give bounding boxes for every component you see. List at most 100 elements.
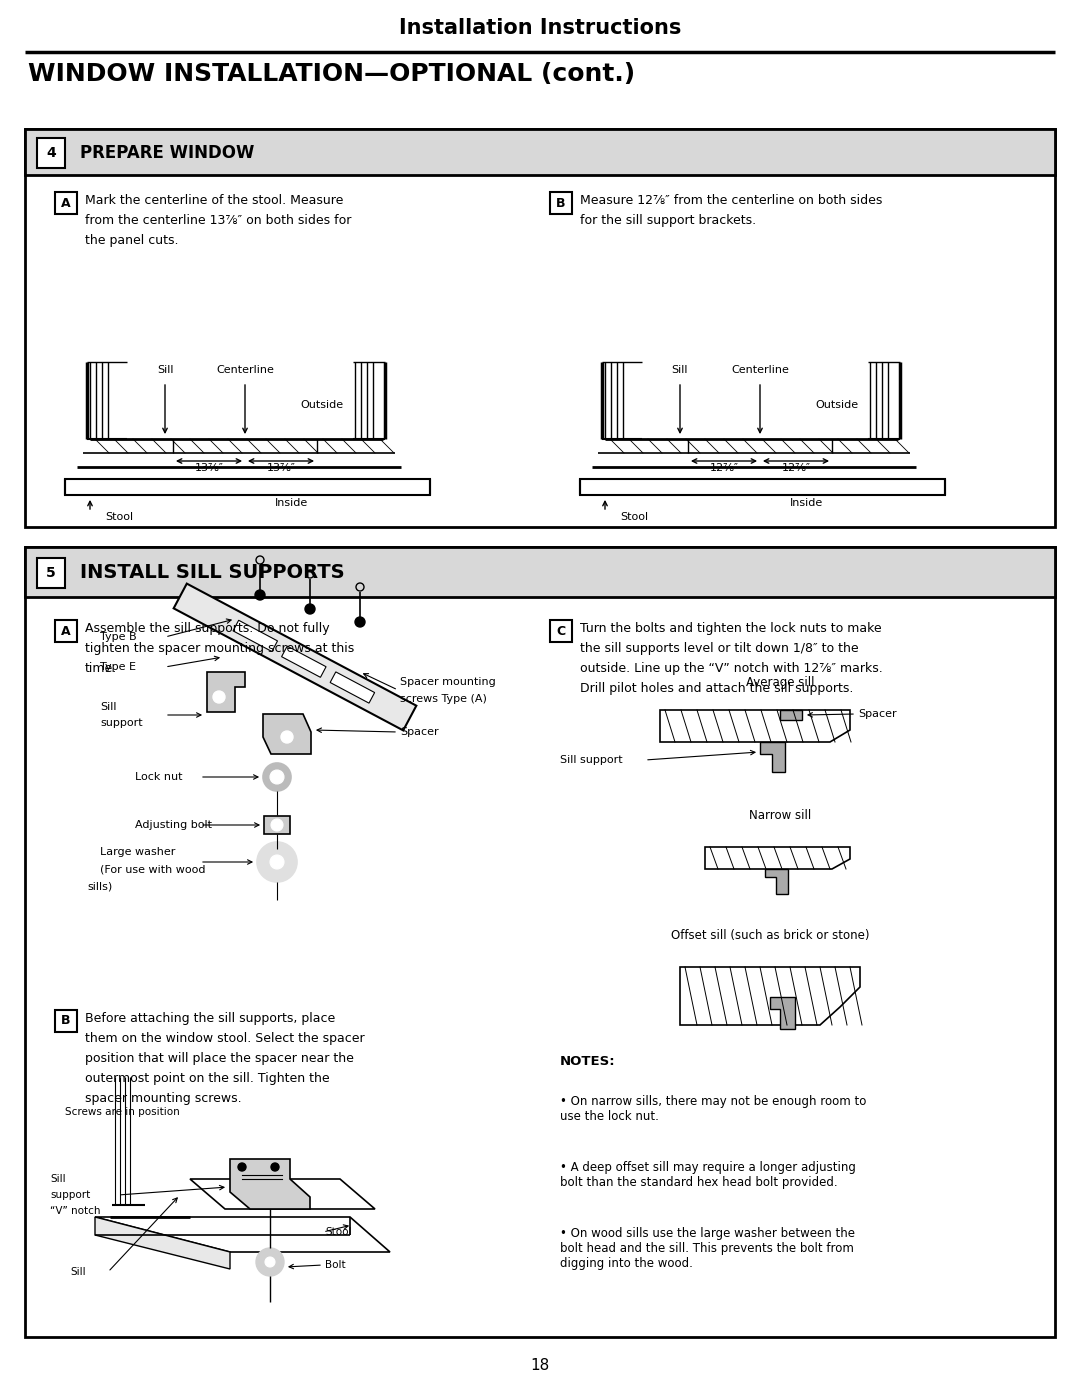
Text: C: C bbox=[556, 624, 566, 637]
Circle shape bbox=[270, 855, 284, 869]
Text: Measure 12⅞″ from the centerline on both sides: Measure 12⅞″ from the centerline on both… bbox=[580, 194, 882, 207]
Text: Outside: Outside bbox=[300, 400, 343, 409]
Text: 4: 4 bbox=[46, 147, 56, 161]
Bar bbox=[264, 816, 291, 834]
Text: 18: 18 bbox=[530, 1358, 550, 1372]
Circle shape bbox=[238, 1162, 246, 1171]
Text: Average sill: Average sill bbox=[746, 676, 814, 689]
Polygon shape bbox=[282, 645, 326, 678]
Text: Turn the bolts and tighten the lock nuts to make: Turn the bolts and tighten the lock nuts… bbox=[580, 622, 881, 636]
Text: from the centerline 13⅞″ on both sides for: from the centerline 13⅞″ on both sides f… bbox=[85, 214, 351, 226]
Text: 13⅞″: 13⅞″ bbox=[194, 462, 224, 474]
Text: • On wood sills use the large washer between the
bolt head and the sill. This pr: • On wood sills use the large washer bet… bbox=[561, 1227, 855, 1270]
Text: Offset sill (such as brick or stone): Offset sill (such as brick or stone) bbox=[671, 929, 869, 942]
Bar bbox=[55, 191, 77, 214]
Text: A: A bbox=[62, 197, 71, 210]
Circle shape bbox=[265, 1257, 275, 1267]
Text: Inside: Inside bbox=[789, 497, 823, 509]
Text: NOTES:: NOTES: bbox=[561, 1055, 616, 1067]
Bar bbox=[25, 129, 1055, 175]
Text: 12⅞″: 12⅞″ bbox=[782, 462, 810, 474]
Text: PREPARE WINDOW: PREPARE WINDOW bbox=[80, 144, 255, 162]
Circle shape bbox=[270, 770, 284, 784]
Bar bbox=[25, 548, 1055, 1337]
Text: Large washer: Large washer bbox=[100, 847, 175, 856]
Text: B: B bbox=[62, 1014, 71, 1028]
Text: Inside: Inside bbox=[275, 497, 308, 509]
Text: spacer mounting screws.: spacer mounting screws. bbox=[85, 1092, 242, 1105]
Text: Stool: Stool bbox=[620, 511, 648, 522]
Bar bbox=[550, 620, 572, 643]
Text: position that will place the spacer near the: position that will place the spacer near… bbox=[85, 1052, 354, 1065]
Circle shape bbox=[264, 763, 291, 791]
Text: A: A bbox=[62, 624, 71, 637]
Text: Sill: Sill bbox=[50, 1173, 66, 1185]
Bar bbox=[37, 557, 65, 588]
Bar bbox=[25, 548, 1055, 597]
Bar bbox=[25, 129, 1055, 527]
Polygon shape bbox=[95, 1217, 230, 1268]
Text: Installation Instructions: Installation Instructions bbox=[399, 18, 681, 38]
Text: screws Type (A): screws Type (A) bbox=[400, 694, 487, 704]
Text: for the sill support brackets.: for the sill support brackets. bbox=[580, 214, 756, 226]
Polygon shape bbox=[680, 967, 860, 1025]
Text: Stool: Stool bbox=[325, 1227, 351, 1236]
Polygon shape bbox=[174, 584, 417, 731]
Text: sills): sills) bbox=[87, 882, 112, 891]
Text: Drill pilot holes and attach the sill supports.: Drill pilot holes and attach the sill su… bbox=[580, 682, 853, 694]
Text: WINDOW INSTALLATION—OPTIONAL (cont.): WINDOW INSTALLATION—OPTIONAL (cont.) bbox=[28, 61, 635, 87]
Text: (For use with wood: (For use with wood bbox=[100, 863, 205, 875]
Circle shape bbox=[257, 842, 297, 882]
Text: Sill: Sill bbox=[100, 703, 117, 712]
Text: time.: time. bbox=[85, 662, 118, 675]
Text: Centerline: Centerline bbox=[216, 365, 274, 374]
Polygon shape bbox=[780, 710, 802, 719]
Text: tighten the spacer mounting screws at this: tighten the spacer mounting screws at th… bbox=[85, 643, 354, 655]
Circle shape bbox=[355, 617, 365, 627]
Circle shape bbox=[255, 590, 265, 599]
Text: outermost point on the sill. Tighten the: outermost point on the sill. Tighten the bbox=[85, 1071, 329, 1085]
Text: Spacer mounting: Spacer mounting bbox=[400, 678, 496, 687]
Text: Type E: Type E bbox=[100, 662, 136, 672]
Bar bbox=[55, 620, 77, 643]
Polygon shape bbox=[705, 847, 850, 869]
Text: Narrow sill: Narrow sill bbox=[748, 809, 811, 821]
Bar bbox=[65, 479, 430, 495]
Text: • On narrow sills, there may not be enough room to
use the lock nut.: • On narrow sills, there may not be enou… bbox=[561, 1095, 866, 1123]
Text: Before attaching the sill supports, place: Before attaching the sill supports, plac… bbox=[85, 1011, 335, 1025]
Bar bbox=[55, 1010, 77, 1032]
Text: Mark the centerline of the stool. Measure: Mark the centerline of the stool. Measur… bbox=[85, 194, 343, 207]
Polygon shape bbox=[330, 672, 375, 703]
Circle shape bbox=[271, 819, 283, 831]
Bar bbox=[580, 479, 945, 495]
Text: Outside: Outside bbox=[815, 400, 859, 409]
Polygon shape bbox=[660, 710, 850, 742]
Bar bbox=[550, 191, 572, 214]
Text: 13⅞″: 13⅞″ bbox=[267, 462, 296, 474]
Text: Sill: Sill bbox=[70, 1267, 85, 1277]
Text: Bolt: Bolt bbox=[325, 1260, 346, 1270]
Polygon shape bbox=[765, 869, 788, 894]
Circle shape bbox=[305, 604, 315, 615]
Text: Centerline: Centerline bbox=[731, 365, 788, 374]
Polygon shape bbox=[760, 742, 785, 773]
Text: them on the window stool. Select the spacer: them on the window stool. Select the spa… bbox=[85, 1032, 365, 1045]
Text: the sill supports level or tilt down 1/8″ to the: the sill supports level or tilt down 1/8… bbox=[580, 643, 859, 655]
Text: 5: 5 bbox=[46, 566, 56, 580]
Circle shape bbox=[256, 1248, 284, 1275]
Text: Screws are in position: Screws are in position bbox=[65, 1106, 179, 1118]
Text: support: support bbox=[100, 718, 143, 728]
Circle shape bbox=[213, 692, 225, 703]
Text: Sill: Sill bbox=[157, 365, 173, 374]
Text: Spacer: Spacer bbox=[858, 710, 896, 719]
Circle shape bbox=[271, 1162, 279, 1171]
Text: • A deep offset sill may require a longer adjusting
bolt than the standard hex h: • A deep offset sill may require a longe… bbox=[561, 1161, 855, 1189]
Polygon shape bbox=[230, 1160, 310, 1208]
Text: Sill support: Sill support bbox=[561, 754, 623, 766]
Text: “V” notch: “V” notch bbox=[50, 1206, 100, 1215]
Text: Stool: Stool bbox=[105, 511, 133, 522]
Text: Spacer: Spacer bbox=[400, 726, 438, 738]
Polygon shape bbox=[190, 1179, 375, 1208]
Text: Sill: Sill bbox=[672, 365, 688, 374]
Polygon shape bbox=[264, 714, 311, 754]
